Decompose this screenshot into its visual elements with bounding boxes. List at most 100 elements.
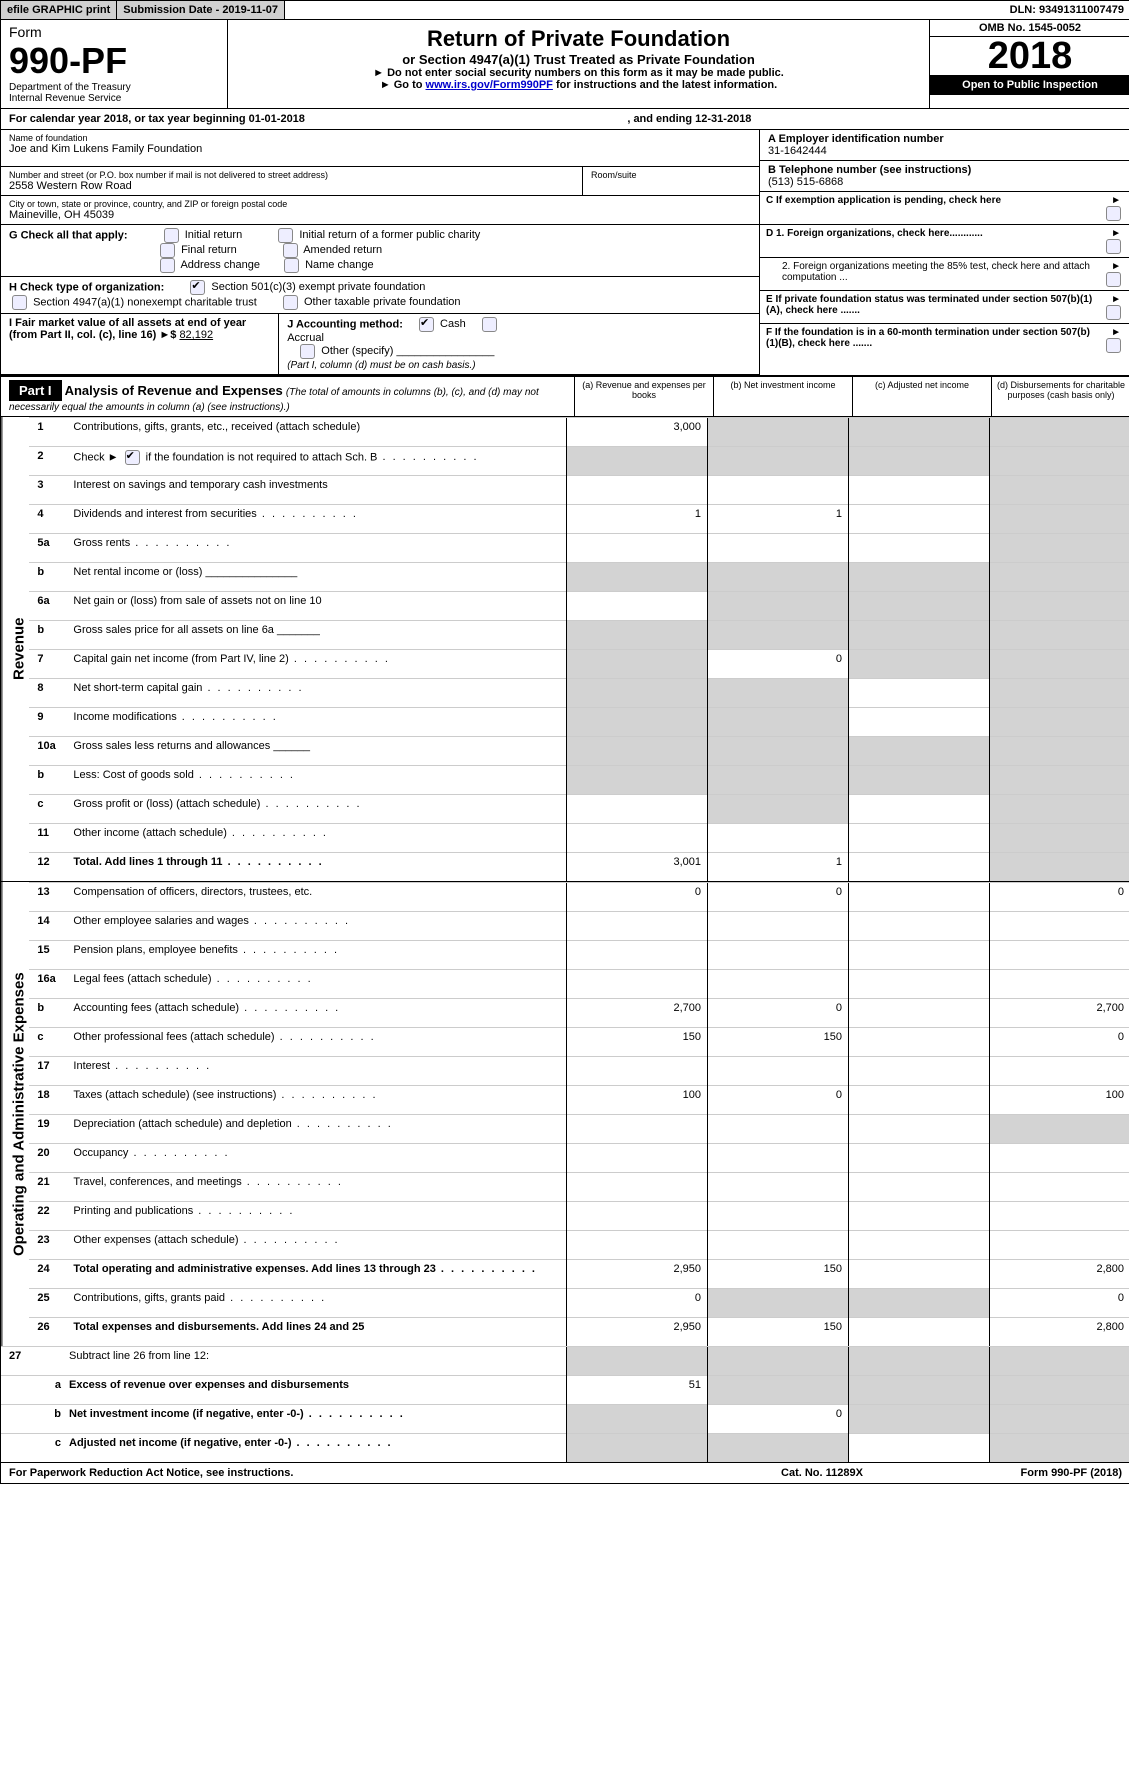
r5b-label: Net rental income or (loss) (73, 566, 202, 578)
cb-accrual[interactable] (482, 317, 497, 332)
table-row: cAdjusted net income (if negative, enter… (1, 1434, 1129, 1463)
part1-header-row: Part I Analysis of Revenue and Expenses … (1, 375, 1129, 417)
table-row: 15Pension plans, employee benefits (29, 941, 1129, 970)
table-row: 16aLegal fees (attach schedule) (29, 970, 1129, 999)
entity-info: Name of foundation Joe and Kim Lukens Fa… (1, 130, 1129, 375)
expenses-table: 13Compensation of officers, directors, t… (29, 882, 1129, 1346)
j-label: J Accounting method: (287, 318, 403, 330)
cb-501c3[interactable] (190, 280, 205, 295)
table-row: 4Dividends and interest from securities1… (29, 505, 1129, 534)
city-label: City or town, state or province, country… (9, 199, 751, 209)
e-label: E If private foundation status was termi… (766, 294, 1092, 316)
instr2-pre: ► Go to (380, 79, 426, 91)
cb-sch-b[interactable] (125, 450, 140, 465)
table-row: 7Capital gain net income (from Part IV, … (29, 650, 1129, 679)
h1-label: Section 501(c)(3) exempt private foundat… (211, 281, 425, 293)
instr-line1: ► Do not enter social security numbers o… (236, 67, 921, 79)
topbar: efile GRAPHIC print Submission Date - 20… (1, 1, 1129, 20)
cb-f[interactable] (1106, 338, 1121, 353)
g2-label: Initial return of a former public charit… (299, 229, 480, 241)
table-row: 1Contributions, gifts, grants, etc., rec… (29, 418, 1129, 447)
arrow-icon (1108, 195, 1124, 206)
g3-label: Final return (181, 244, 237, 256)
g5-label: Address change (180, 259, 260, 271)
cb-initial-former[interactable] (278, 228, 293, 243)
c-label: C If exemption application is pending, c… (766, 195, 1100, 206)
tel-label: B Telephone number (see instructions) (768, 164, 1122, 176)
j3-label: Other (specify) (321, 345, 393, 357)
cb-other-method[interactable] (300, 344, 315, 359)
cb-cash[interactable] (419, 317, 434, 332)
irs-link[interactable]: www.irs.gov/Form990PF (426, 79, 553, 91)
table-row: 9Income modifications (29, 708, 1129, 737)
table-row: 5aGross rents (29, 534, 1129, 563)
submission-date-label: Submission Date - 2019-11-07 (123, 4, 278, 16)
instr-line2: ► Go to www.irs.gov/Form990PF for instru… (236, 79, 921, 91)
d2-label: 2. Foreign organizations meeting the 85%… (766, 261, 1100, 283)
check-h-row: H Check type of organization: Section 50… (1, 277, 759, 314)
street-address: 2558 Western Row Road (9, 180, 574, 192)
cb-other-taxable[interactable] (283, 295, 298, 310)
cb-initial-return[interactable] (164, 228, 179, 243)
g6-label: Name change (305, 259, 374, 271)
table-row: 14Other employee salaries and wages (29, 912, 1129, 941)
submission-date-button[interactable]: Submission Date - 2019-11-07 (117, 1, 285, 19)
ein-label: A Employer identification number (768, 133, 1122, 145)
addr-label: Number and street (or P.O. box number if… (9, 170, 574, 180)
table-row: 2Check ► if the foundation is not requir… (29, 447, 1129, 476)
g1-label: Initial return (185, 229, 242, 241)
r10a-label: Gross sales less returns and allowances (73, 740, 270, 752)
g4-label: Amended return (303, 244, 382, 256)
col-c-head: (c) Adjusted net income (852, 377, 991, 416)
cb-name-change[interactable] (284, 258, 299, 273)
h-label: H Check type of organization: (9, 281, 164, 293)
h2-label: Section 4947(a)(1) nonexempt charitable … (33, 296, 257, 308)
table-row: 17Interest (29, 1057, 1129, 1086)
pra-notice: For Paperwork Reduction Act Notice, see … (9, 1467, 722, 1479)
expenses-section: Operating and Administrative Expenses 13… (1, 881, 1129, 1346)
check-g-row: G Check all that apply: Initial return I… (1, 225, 759, 277)
table-row: 12Total. Add lines 1 through 113,0011 (29, 853, 1129, 882)
part1-title: Analysis of Revenue and Expenses (65, 383, 283, 398)
table-row: 22Printing and publications (29, 1202, 1129, 1231)
cb-amended-return[interactable] (283, 243, 298, 258)
name-label: Name of foundation (9, 133, 751, 143)
irs-label: Internal Revenue Service (9, 93, 219, 104)
cb-final-return[interactable] (160, 243, 175, 258)
r2-pre: Check ► (73, 451, 118, 463)
arrow-icon (1108, 327, 1124, 338)
j2-label: Accrual (287, 332, 324, 344)
line27-table: 27Subtract line 26 from line 12: aExcess… (1, 1346, 1129, 1462)
fmv-value: 82,192 (179, 329, 213, 341)
efile-label: efile GRAPHIC print (7, 4, 110, 16)
dept-label: Department of the Treasury (9, 82, 219, 93)
col-d-head: (d) Disbursements for charitable purpose… (991, 377, 1129, 416)
irs-form-990pf: efile GRAPHIC print Submission Date - 20… (0, 0, 1129, 1484)
table-row: 18Taxes (attach schedule) (see instructi… (29, 1086, 1129, 1115)
table-row: 25Contributions, gifts, grants paid00 (29, 1289, 1129, 1318)
tel-value: (513) 515-6868 (768, 176, 1122, 188)
form-title: Return of Private Foundation (236, 26, 921, 52)
table-row: 3Interest on savings and temporary cash … (29, 476, 1129, 505)
expenses-side-label: Operating and Administrative Expenses (1, 882, 29, 1346)
f-label: F If the foundation is in a 60-month ter… (766, 327, 1090, 349)
cb-c[interactable] (1106, 206, 1121, 221)
table-row: 24Total operating and administrative exp… (29, 1260, 1129, 1289)
table-row: 13Compensation of officers, directors, t… (29, 883, 1129, 912)
cb-d2[interactable] (1106, 272, 1121, 287)
col-a-head: (a) Revenue and expenses per books (574, 377, 713, 416)
j-note: (Part I, column (d) must be on cash basi… (287, 360, 475, 371)
cb-e[interactable] (1106, 305, 1121, 320)
cb-4947a1[interactable] (12, 295, 27, 310)
room-label: Room/suite (591, 170, 751, 180)
efile-print-button[interactable]: efile GRAPHIC print (1, 1, 117, 19)
cat-no: Cat. No. 11289X (722, 1467, 922, 1479)
form-subtitle: or Section 4947(a)(1) Trust Treated as P… (236, 52, 921, 67)
cb-address-change[interactable] (160, 258, 175, 273)
cb-d1[interactable] (1106, 239, 1121, 254)
table-row: 27Subtract line 26 from line 12: (1, 1347, 1129, 1376)
table-row: bNet rental income or (loss) ___________… (29, 563, 1129, 592)
table-row: 20Occupancy (29, 1144, 1129, 1173)
table-row: bGross sales price for all assets on lin… (29, 621, 1129, 650)
arrow-icon (1108, 294, 1124, 305)
